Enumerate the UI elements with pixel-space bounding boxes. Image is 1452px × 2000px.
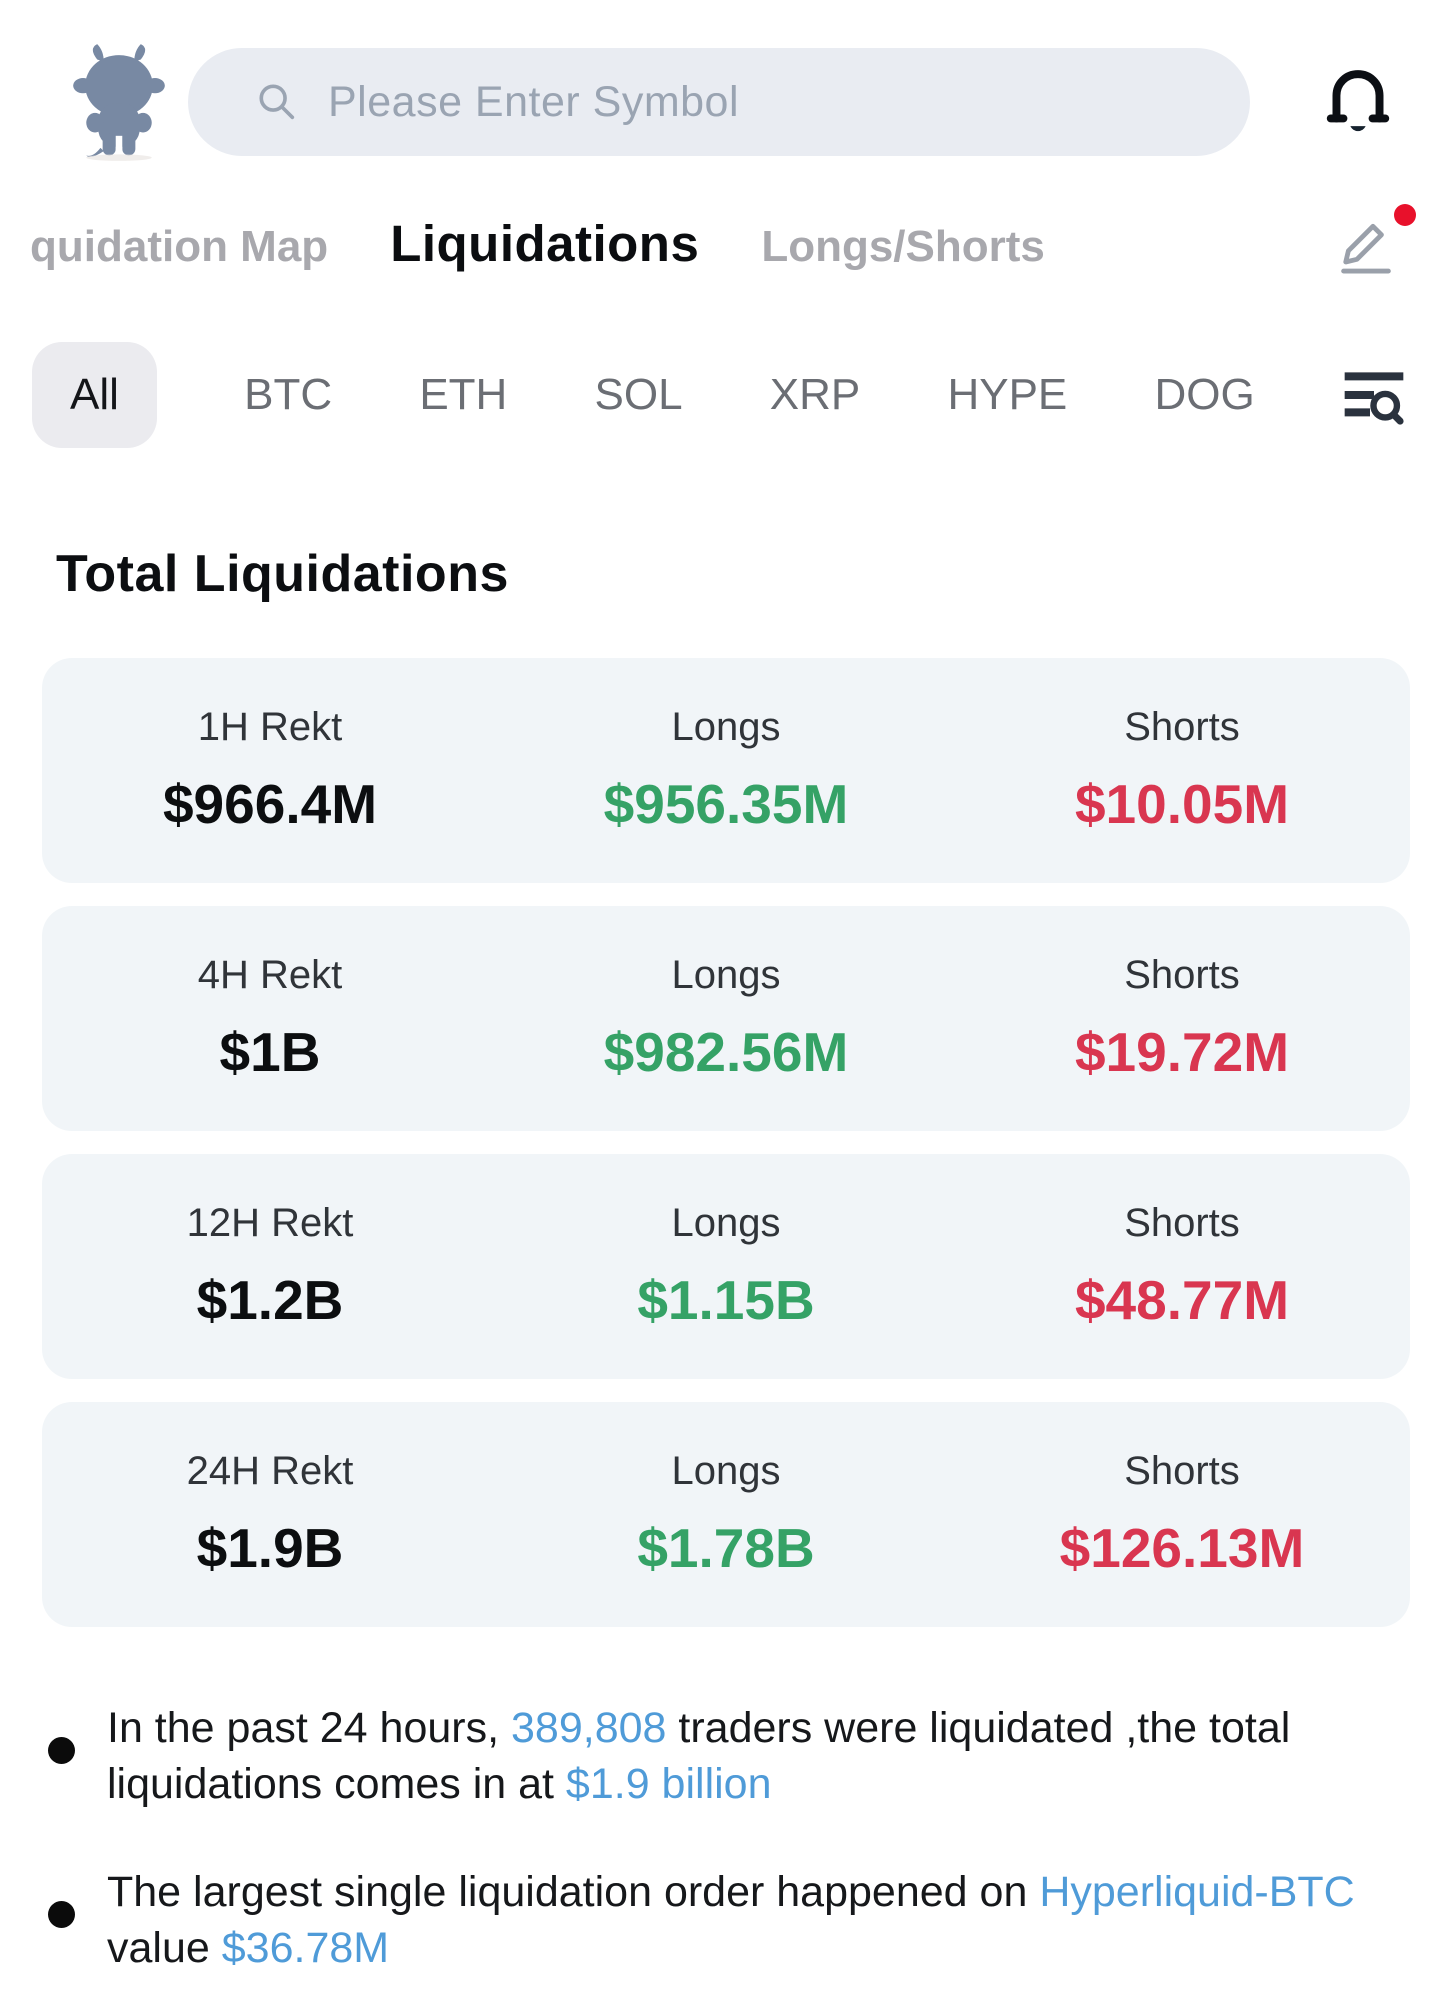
longs-label: Longs xyxy=(671,1449,781,1493)
chip-xrp[interactable]: XRP xyxy=(769,370,861,419)
period-label: 1H Rekt xyxy=(197,705,343,749)
page-title: Total Liquidations xyxy=(56,545,509,603)
summary-notes: In the past 24 hours, 389,808 traders we… xyxy=(48,1701,1452,1977)
note-largest-order: The largest single liquidation order hap… xyxy=(48,1865,1452,1977)
note-line: liquidations comes in at $1.9 billion xyxy=(107,1759,772,1808)
note-line: value $36.78M xyxy=(107,1923,390,1972)
card-4h: 4H Rekt $1B Longs $982.56M Shorts $19.72… xyxy=(42,906,1410,1131)
chip-btc[interactable]: BTC xyxy=(244,370,333,419)
traders-count-link[interactable]: 389,808 xyxy=(511,1704,667,1752)
longs-value: $1.78B xyxy=(637,1517,815,1579)
symbol-filter-bar: All BTC ETH SOL XRP HYPE DOG xyxy=(0,342,1452,448)
shorts-label: Shorts xyxy=(1124,1449,1240,1493)
period-label: 24H Rekt xyxy=(186,1449,354,1493)
chip-all[interactable]: All xyxy=(32,342,157,448)
chip-sol[interactable]: SOL xyxy=(594,370,683,419)
liquidation-cards: 1H Rekt $966.4M Longs $956.35M Shorts $1… xyxy=(42,658,1410,1627)
filter-search-icon xyxy=(1344,372,1404,425)
rekt-value: $1B xyxy=(219,1021,321,1083)
tab-liquidations[interactable]: Liquidations xyxy=(390,215,700,272)
rekt-value: $1.2B xyxy=(196,1269,344,1331)
card-1h: 1H Rekt $966.4M Longs $956.35M Shorts $1… xyxy=(42,658,1410,883)
shorts-value: $48.77M xyxy=(1074,1269,1290,1331)
tab-liquidation-map[interactable]: quidation Map xyxy=(30,222,329,271)
period-label: 4H Rekt xyxy=(197,953,343,997)
edit-pencil-icon xyxy=(1341,223,1391,274)
tab-longs-shorts[interactable]: Longs/Shorts xyxy=(761,222,1045,271)
longs-value: $1.15B xyxy=(637,1269,815,1331)
edit-alert-button[interactable] xyxy=(1334,204,1416,278)
card-12h: 12H Rekt $1.2B Longs $1.15B Shorts $48.7… xyxy=(42,1154,1410,1379)
note-line: The largest single liquidation order hap… xyxy=(107,1867,1355,1916)
longs-label: Longs xyxy=(671,1201,781,1245)
longs-value: $956.35M xyxy=(603,773,849,835)
tab-bar: quidation Map Liquidations Longs/Shorts xyxy=(0,204,1452,278)
rekt-value: $1.9B xyxy=(196,1517,344,1579)
top-bar: Please Enter Symbol xyxy=(0,0,1452,162)
longs-value: $982.56M xyxy=(603,1021,849,1083)
note-24h-summary: In the past 24 hours, 389,808 traders we… xyxy=(48,1701,1452,1813)
filter-search-button[interactable] xyxy=(1342,363,1406,427)
chip-eth[interactable]: ETH xyxy=(419,370,508,419)
longs-label: Longs xyxy=(671,705,781,749)
card-24h: 24H Rekt $1.9B Longs $1.78B Shorts $126.… xyxy=(42,1402,1410,1627)
total-liquidations-link[interactable]: $1.9 billion xyxy=(565,1759,772,1808)
rekt-value: $966.4M xyxy=(162,773,378,835)
note-line: In the past 24 hours, 389,808 traders we… xyxy=(107,1704,1291,1752)
chip-dog[interactable]: DOG xyxy=(1154,370,1255,419)
search-icon xyxy=(259,84,295,120)
shorts-label: Shorts xyxy=(1124,1201,1240,1245)
notification-dot xyxy=(1394,204,1416,226)
bull-mascot-logo-icon xyxy=(73,44,165,161)
shorts-value: $10.05M xyxy=(1074,773,1290,835)
bullet-dot xyxy=(48,1737,75,1764)
largest-order-value-link[interactable]: $36.78M xyxy=(221,1923,390,1972)
notification-bell-icon xyxy=(1326,70,1390,132)
hyperliquid-btc-link[interactable]: Hyperliquid-BTC xyxy=(1039,1867,1355,1916)
bullet-dot xyxy=(48,1900,75,1928)
search-input[interactable]: Please Enter Symbol xyxy=(188,48,1250,156)
shorts-value: $126.13M xyxy=(1059,1517,1305,1579)
notification-bell-button[interactable] xyxy=(1320,58,1396,146)
longs-label: Longs xyxy=(671,953,781,997)
shorts-value: $19.72M xyxy=(1074,1021,1290,1083)
search-placeholder: Please Enter Symbol xyxy=(328,77,740,126)
shorts-label: Shorts xyxy=(1124,705,1240,749)
period-label: 12H Rekt xyxy=(186,1201,354,1245)
chip-hype[interactable]: HYPE xyxy=(947,370,1068,419)
shorts-label: Shorts xyxy=(1124,953,1240,997)
